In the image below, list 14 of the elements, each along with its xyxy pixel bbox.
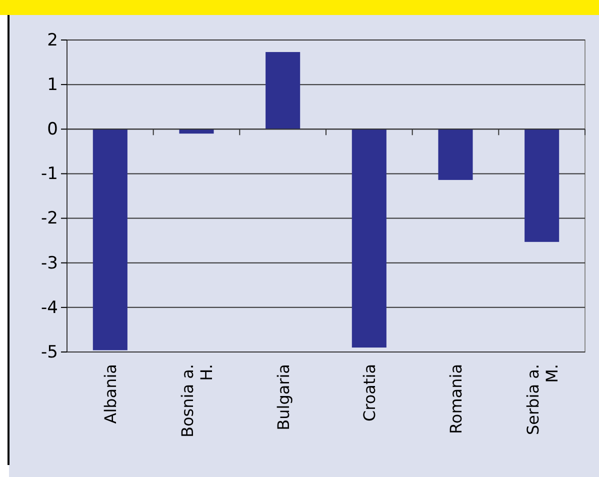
- y-tick-label: -5: [41, 342, 58, 362]
- x-tick-label: Bulgaria: [274, 364, 293, 430]
- y-tick-label: -1: [41, 164, 58, 184]
- y-tick-label: 1: [47, 75, 58, 96]
- x-tick-label: Serbia a. M.: [523, 364, 562, 435]
- x-tick-label: Bosnia a. H.: [178, 364, 216, 438]
- y-tick-label: -2: [41, 208, 58, 229]
- y-tick-label: -4: [41, 298, 58, 318]
- x-tick-label: Albania: [101, 364, 120, 424]
- x-tick-label: Croatia: [360, 364, 380, 422]
- y-tick-label: 2: [47, 30, 58, 50]
- x-tick-label: Romania: [446, 364, 466, 434]
- y-tick-label: -3: [41, 253, 58, 274]
- y-tick-label: 0: [47, 120, 58, 140]
